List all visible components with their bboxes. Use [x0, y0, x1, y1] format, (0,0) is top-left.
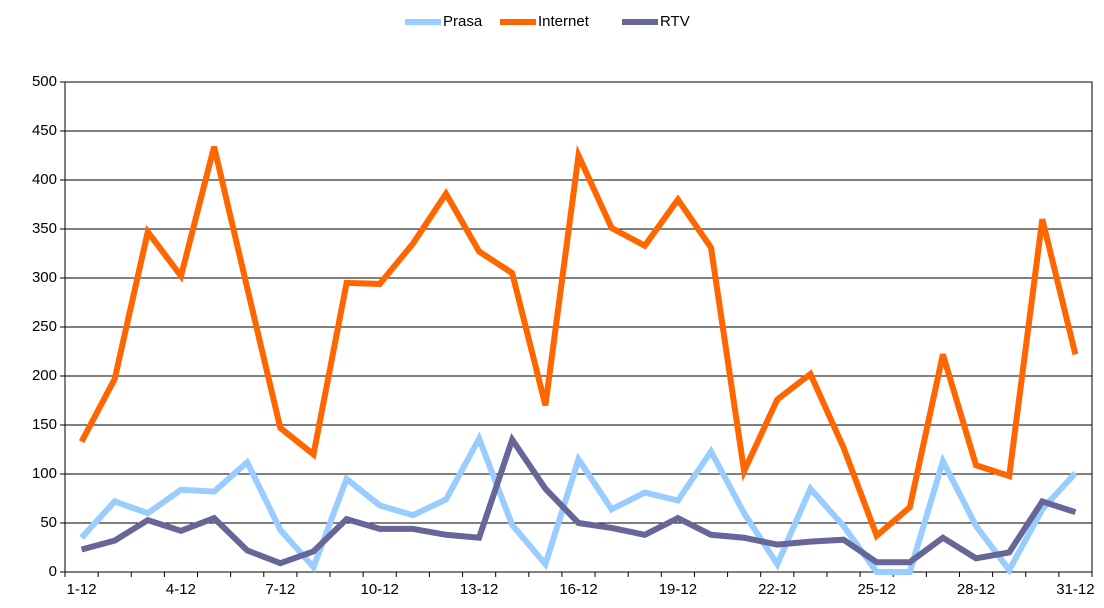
- series-line: [79, 431, 1078, 576]
- x-tick-label: 1-12: [67, 581, 97, 598]
- y-tick-label: 50: [40, 514, 57, 531]
- x-tick-label: 7-12: [265, 581, 295, 598]
- y-tick-label: 100: [32, 465, 57, 482]
- y-tick-label: 450: [32, 122, 57, 139]
- legend-label: Internet: [538, 13, 590, 30]
- legend-label: RTV: [660, 13, 690, 30]
- x-tick-label: 22-12: [758, 581, 796, 598]
- x-tick-label: 16-12: [559, 581, 597, 598]
- x-tick-label: 10-12: [361, 581, 399, 598]
- x-tick-label: 4-12: [166, 581, 196, 598]
- legend-label: Prasa: [443, 13, 483, 30]
- x-tick-label: 28-12: [957, 581, 995, 598]
- y-tick-label: 300: [32, 269, 57, 286]
- y-tick-label: 200: [32, 367, 57, 384]
- y-tick-label: 400: [32, 171, 57, 188]
- plot-border: [64, 81, 1093, 573]
- x-tick-label: 13-12: [460, 581, 498, 598]
- x-tick-label: 19-12: [659, 581, 697, 598]
- x-tick-label: 25-12: [857, 581, 895, 598]
- y-tick-label: 0: [49, 563, 57, 580]
- y-tick-label: 350: [32, 220, 57, 237]
- x-tick-label: 31-12: [1056, 581, 1094, 598]
- series-line: [80, 433, 1077, 567]
- y-tick-label: 250: [32, 318, 57, 335]
- y-tick-label: 500: [32, 73, 57, 90]
- series-line: [78, 144, 1079, 541]
- y-tick-label: 150: [32, 416, 57, 433]
